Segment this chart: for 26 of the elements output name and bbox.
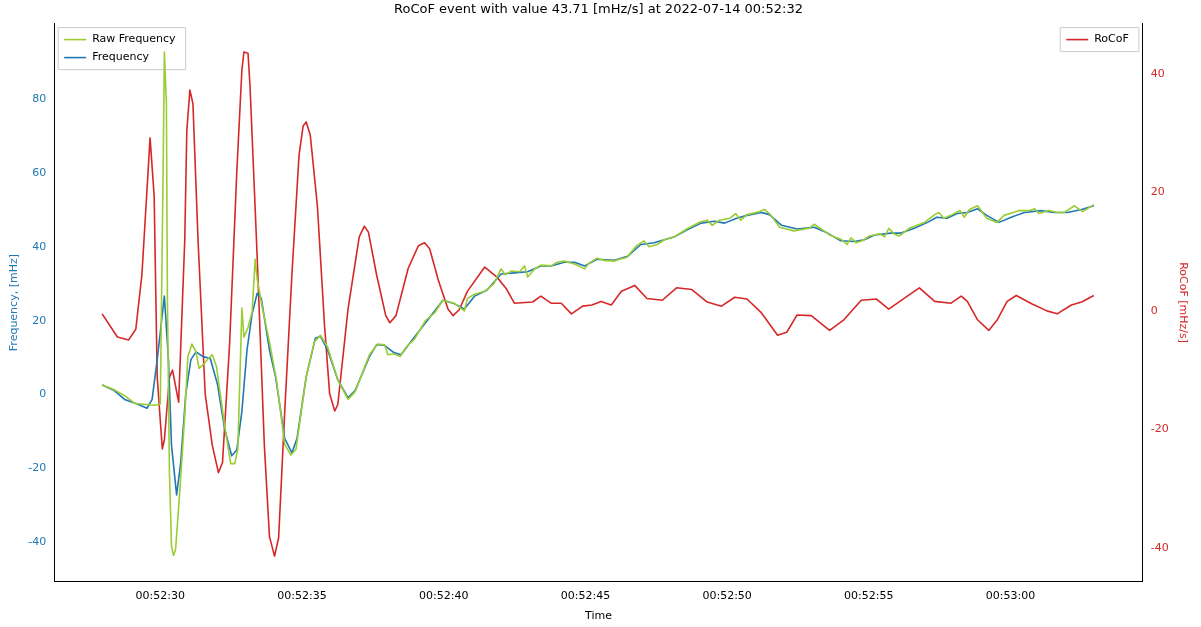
y-tick-label: 20 bbox=[32, 313, 47, 327]
x-tick-label: 00:52:45 bbox=[560, 589, 611, 603]
y-axis-title: Frequency, [mHz] bbox=[7, 254, 21, 352]
x-tick-label: 00:52:55 bbox=[844, 589, 894, 603]
y2-tick-label: -20 bbox=[1150, 422, 1169, 436]
y2-tick-label: 20 bbox=[1150, 185, 1165, 199]
y-tick-label: 40 bbox=[32, 239, 47, 253]
y2-axis-title: RoCoF [mHz/s] bbox=[1176, 262, 1190, 344]
legend-label: Raw Frequency bbox=[92, 32, 177, 46]
y-tick-label: 80 bbox=[32, 92, 47, 106]
chart-title: RoCoF event with value 43.71 [mHz/s] at 2022-07-14 00:52:32 bbox=[394, 1, 803, 17]
legend-label: Frequency bbox=[92, 50, 150, 64]
y2-tick-label: 0 bbox=[1150, 303, 1158, 317]
y-tick-label: 0 bbox=[39, 387, 47, 401]
y2-tick-label: 40 bbox=[1150, 66, 1165, 80]
x-tick-label: 00:52:30 bbox=[135, 589, 185, 603]
legend-label: RoCoF bbox=[1094, 32, 1129, 46]
x-tick-label: 00:52:50 bbox=[702, 589, 752, 603]
y2-tick-label: -40 bbox=[1150, 540, 1169, 554]
y-tick-label: 60 bbox=[32, 166, 47, 180]
x-tick-label: 00:53:00 bbox=[985, 589, 1036, 603]
x-tick-label: 00:52:35 bbox=[277, 589, 327, 603]
y-tick-label: -40 bbox=[28, 535, 47, 548]
x-tick-label: 00:52:40 bbox=[419, 589, 469, 603]
y-tick-label: -20 bbox=[28, 461, 47, 475]
x-axis-title: Time bbox=[584, 609, 613, 623]
